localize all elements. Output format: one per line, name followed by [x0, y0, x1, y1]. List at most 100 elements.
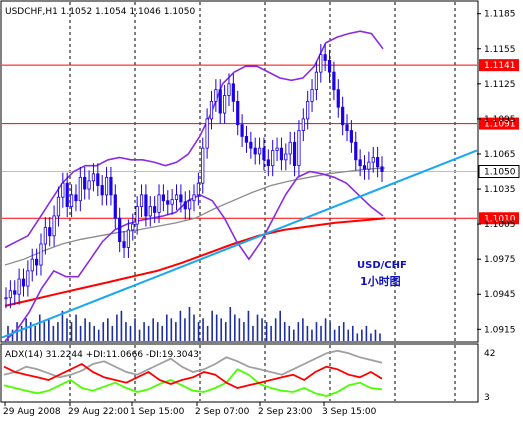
candle-body — [78, 176, 82, 202]
current-price-label: 1.1050 — [484, 168, 516, 178]
candle — [279, 137, 284, 171]
candle — [96, 163, 100, 197]
candle-body — [319, 54, 323, 73]
candle-body — [292, 141, 297, 167]
candle — [8, 280, 12, 309]
candle-body — [131, 223, 135, 231]
candle — [13, 280, 17, 305]
candle-body — [240, 124, 244, 137]
candle — [56, 186, 61, 227]
candle — [205, 108, 209, 159]
candle — [201, 137, 205, 194]
candle-body — [126, 229, 131, 248]
candle — [157, 184, 161, 223]
time-axis: 29 Aug 2008 29 Aug 22:00 1 Sep 15:00 2 Sep … — [3, 402, 377, 417]
candle — [345, 114, 349, 142]
candle-body — [253, 147, 257, 155]
x-tick-label: 1 Sep 15:00 — [130, 407, 185, 417]
volume-bars — [7, 307, 381, 341]
candle — [231, 73, 235, 112]
candle-body — [236, 100, 240, 126]
candle-body — [349, 130, 353, 143]
adx-tick-3: 3 — [484, 393, 490, 403]
candle-body — [288, 141, 292, 155]
candle — [349, 120, 353, 153]
candle — [218, 79, 222, 124]
price-level-badge — [479, 59, 519, 72]
y-tick-label: 1.1035 — [484, 185, 516, 195]
candle-body — [43, 227, 47, 245]
candle — [26, 260, 30, 297]
candle — [118, 207, 122, 253]
x-tick-label: 29 Aug 2008 — [3, 407, 61, 417]
candle — [4, 287, 8, 309]
candle-body — [65, 182, 69, 207]
candle — [161, 184, 165, 212]
candle — [249, 131, 253, 159]
candle — [240, 114, 244, 147]
candle-body — [262, 147, 266, 161]
x-tick-label: 2 Sep 23:00 — [258, 407, 313, 417]
candle — [341, 96, 345, 136]
candle — [214, 79, 218, 112]
candle-body — [209, 100, 214, 120]
candle-body — [74, 194, 78, 202]
adx-tick-42: 42 — [484, 349, 495, 359]
y-tick-label: 1.0975 — [484, 255, 516, 265]
candle — [244, 125, 249, 153]
candles — [4, 44, 384, 309]
candle-body — [310, 89, 314, 102]
candle-body — [96, 173, 100, 186]
candle-body — [13, 290, 17, 295]
candle — [135, 196, 139, 235]
annotation-pair: USD/CHF — [357, 260, 407, 271]
candle-body — [205, 118, 209, 149]
candle — [61, 172, 65, 208]
candle — [288, 131, 292, 165]
candle-body — [39, 243, 43, 266]
candle — [306, 90, 310, 130]
candle-body — [30, 258, 34, 272]
candle-body — [179, 194, 183, 203]
candle — [65, 172, 69, 218]
candle-body — [188, 200, 192, 210]
candle-body — [201, 147, 205, 184]
candle-body — [161, 194, 165, 202]
candle — [301, 108, 305, 142]
price-levels: 1.1141 1.1091 1.1010 1.1050 — [2, 59, 520, 225]
candle — [284, 143, 288, 171]
candle — [83, 166, 87, 200]
candle-body — [323, 54, 327, 61]
candle — [297, 120, 301, 177]
y-tick-label: 1.1005 — [484, 220, 516, 230]
candle-body — [61, 182, 65, 198]
candle-body — [231, 83, 235, 102]
candle — [48, 217, 52, 247]
candle-body — [327, 60, 332, 73]
candle-body — [367, 161, 371, 170]
candle-body — [56, 196, 61, 217]
candle — [196, 172, 200, 206]
candle — [183, 191, 187, 220]
candle — [104, 166, 109, 206]
candle-body — [271, 150, 275, 167]
candle — [253, 137, 257, 165]
candle — [109, 166, 113, 206]
trendline — [1, 149, 478, 339]
candle — [100, 175, 104, 206]
x-tick-label: 2 Sep 07:00 — [195, 407, 250, 417]
candle-body — [8, 290, 12, 299]
price-level-label: 1.1141 — [484, 61, 516, 71]
candle-body — [87, 180, 91, 190]
candle-body — [104, 176, 109, 196]
candle — [275, 137, 279, 161]
ma-gray-line — [4, 167, 386, 266]
candle — [30, 248, 34, 282]
candle — [380, 156, 384, 183]
candle-body — [113, 194, 117, 219]
trendline-group[interactable] — [1, 149, 478, 339]
candle — [327, 49, 332, 83]
y-tick-label: 1.1065 — [484, 150, 516, 160]
